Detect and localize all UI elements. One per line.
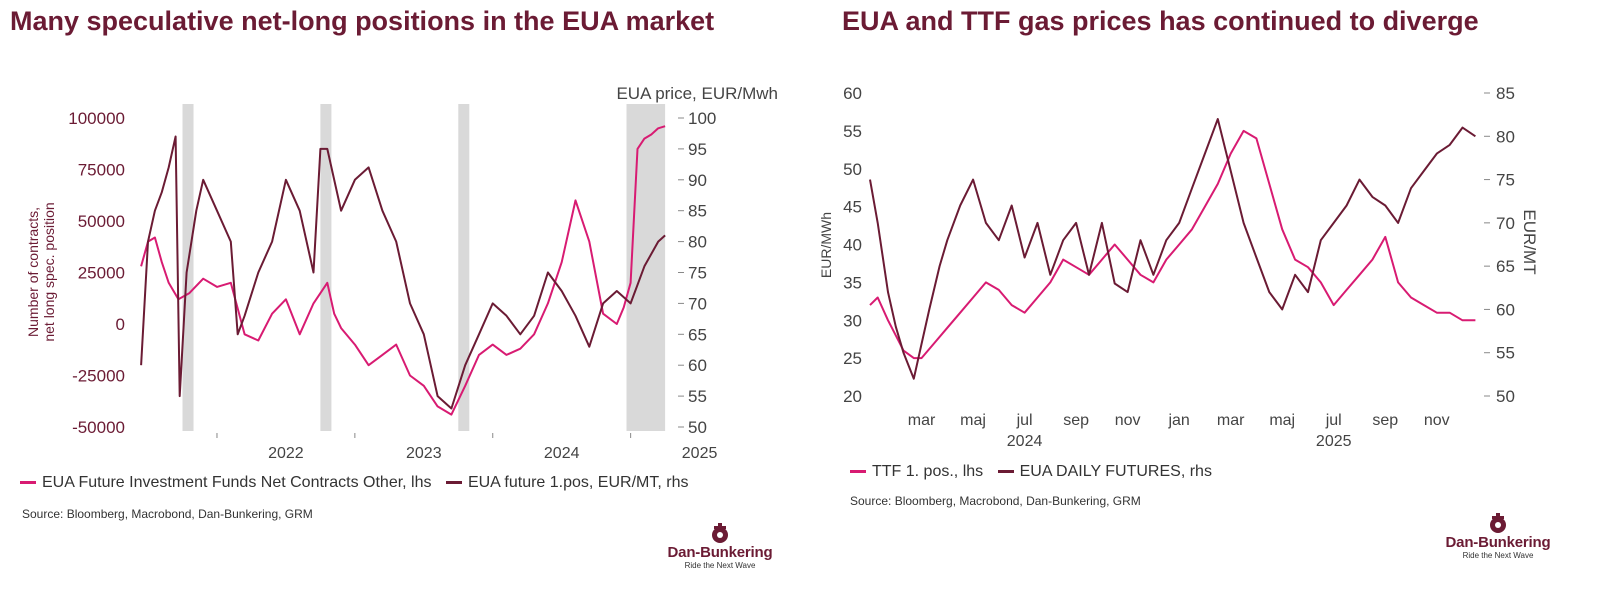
chart2-xtick-label: mar: [1217, 412, 1245, 429]
chart2-ytick-left: 50: [843, 160, 862, 179]
chart1-ytick-right: 100: [688, 109, 716, 128]
chart1-xtick-label: 2023: [406, 445, 442, 462]
chart2-ytick-left: 60: [843, 84, 862, 103]
chart2-xtick-label: maj: [1269, 412, 1295, 429]
legend-label-funds: EUA Future Investment Funds Net Contract…: [42, 474, 432, 491]
legend-item-eua-daily: EUA DAILY FUTURES, rhs: [997, 463, 1212, 480]
chart1-ytick-right: 90: [688, 171, 707, 190]
chart2-ytick-left: 45: [843, 198, 862, 217]
shaded-period-1: [320, 104, 332, 431]
logo-name: Dan-Bunkering: [1445, 534, 1551, 551]
legend-item-ttf: TTF 1. pos., lhs: [850, 463, 983, 480]
chart2-ytick-left: 25: [843, 349, 862, 368]
chart1-ylabel: Number of contracts,net long spec. posit…: [25, 202, 57, 341]
chart2-ytick-right: 50: [1496, 387, 1515, 406]
chart1-xtick-label: 2024: [544, 445, 580, 462]
chart1-ytick-left: -50000: [72, 418, 125, 437]
chart1-ytick-right: 85: [688, 202, 707, 221]
chart2-xtick-label: nov: [1424, 412, 1450, 429]
chart2-year-label: 2025: [1316, 433, 1352, 450]
chart1-xtick-label: 2022: [268, 445, 304, 462]
chart1-ytick-right: 95: [688, 140, 707, 159]
chart1-series-line-1: [140, 135, 666, 410]
logo-tagline: Ride the Next Wave: [684, 561, 756, 570]
chart1-ytick-right: 65: [688, 325, 707, 344]
chart1-xtick-label: 2025: [682, 445, 718, 462]
legend-item-funds: EUA Future Investment Funds Net Contract…: [20, 474, 432, 491]
logo-name: Dan-Bunkering: [667, 544, 773, 561]
chart1-title: Many speculative net-long positions in t…: [10, 6, 715, 36]
chart2-xtick-label: jul: [1016, 412, 1033, 429]
chart2-series-line-1: [869, 118, 1476, 380]
chart2-ytick-left: 40: [843, 236, 862, 255]
legend-swatch-ttf: [850, 470, 866, 474]
chart2-ytick-right: 75: [1496, 171, 1515, 190]
logo-tagline: Ride the Next Wave: [1462, 551, 1534, 560]
logo-left: Dan-Bunkering Ride the Next Wave: [660, 522, 780, 570]
chart2-year-label: 2024: [1007, 433, 1043, 450]
legend-label-eua-daily: EUA DAILY FUTURES, rhs: [1019, 463, 1212, 480]
chart1-ytick-left: 75000: [78, 161, 125, 180]
chart2-source: Source: Bloomberg, Macrobond, Dan-Bunker…: [850, 494, 1141, 508]
chart1-ytick-right: 70: [688, 294, 707, 313]
legend-swatch-funds: [20, 481, 36, 485]
chart1-ytick-right: 80: [688, 233, 707, 252]
chart2-ytick-right: 65: [1496, 257, 1515, 276]
legend-label-eua: EUA future 1.pos, EUR/MT, rhs: [467, 474, 689, 491]
chart2-ytick-right: 85: [1496, 84, 1515, 103]
chart2-xtick-label: jan: [1167, 412, 1189, 429]
chart2-xtick-label: maj: [960, 412, 986, 429]
chart2-ytick-left: 55: [843, 122, 862, 141]
anchor-icon: [712, 523, 728, 543]
chart2-ylabel: EUR/MWh: [818, 212, 834, 278]
chart2-xtick-label: nov: [1115, 412, 1141, 429]
chart1-legend: EUA Future Investment Funds Net Contract…: [20, 474, 688, 492]
chart1-ytick-left: 100000: [68, 109, 125, 128]
chart2-ytick-right: 70: [1496, 214, 1515, 233]
chart1-ytick-left: 25000: [78, 264, 125, 283]
chart1-ytick-left: 0: [116, 315, 125, 334]
chart2-xtick-label: mar: [908, 412, 936, 429]
chart1-ytick-right: 50: [688, 418, 707, 437]
legend-item-eua: EUA future 1.pos, EUR/MT, rhs: [445, 474, 689, 491]
chart1-source: Source: Bloomberg, Macrobond, Dan-Bunker…: [22, 507, 313, 521]
chart1-ytick-right: 55: [688, 387, 707, 406]
chart2-xtick-label: sep: [1063, 412, 1089, 429]
chart2-xtick-label: jul: [1325, 412, 1342, 429]
chart1-ytick-right: 60: [688, 356, 707, 375]
chart2-title: EUA and TTF gas prices has continued to …: [842, 6, 1479, 36]
legend-swatch-eua-daily: [997, 470, 1014, 474]
shaded-period-3: [626, 104, 666, 431]
chart1-ytick-left: -25000: [72, 367, 125, 386]
chart2-ytick-left: 30: [843, 311, 862, 330]
chart2-ytick-left: 35: [843, 273, 862, 292]
legend-swatch-eua: [445, 481, 462, 485]
chart2-xtick-label: sep: [1372, 412, 1398, 429]
chart2-ytick-right: 80: [1496, 127, 1515, 146]
shaded-period-2: [458, 104, 470, 431]
legend-label-ttf: TTF 1. pos., lhs: [872, 463, 984, 480]
chart2-ytick-left: 20: [843, 387, 862, 406]
chart2-ytick-right: 60: [1496, 300, 1515, 319]
chart1-ytick-left: 50000: [78, 212, 125, 231]
chart2-legend: TTF 1. pos., lhs EUA DAILY FUTURES, rhs: [850, 463, 1212, 481]
chart1-y2label: EUA price, EUR/Mwh: [616, 84, 778, 103]
anchor-icon: [1490, 513, 1506, 533]
chart1-ytick-right: 75: [688, 264, 707, 283]
chart2-series-line-0: [869, 129, 1476, 360]
logo-right: Dan-Bunkering Ride the Next Wave: [1438, 512, 1558, 560]
chart2-y2label: EUR/MT: [1520, 209, 1539, 274]
chart2-ytick-right: 55: [1496, 344, 1515, 363]
chart1-series-line-0: [140, 125, 666, 416]
